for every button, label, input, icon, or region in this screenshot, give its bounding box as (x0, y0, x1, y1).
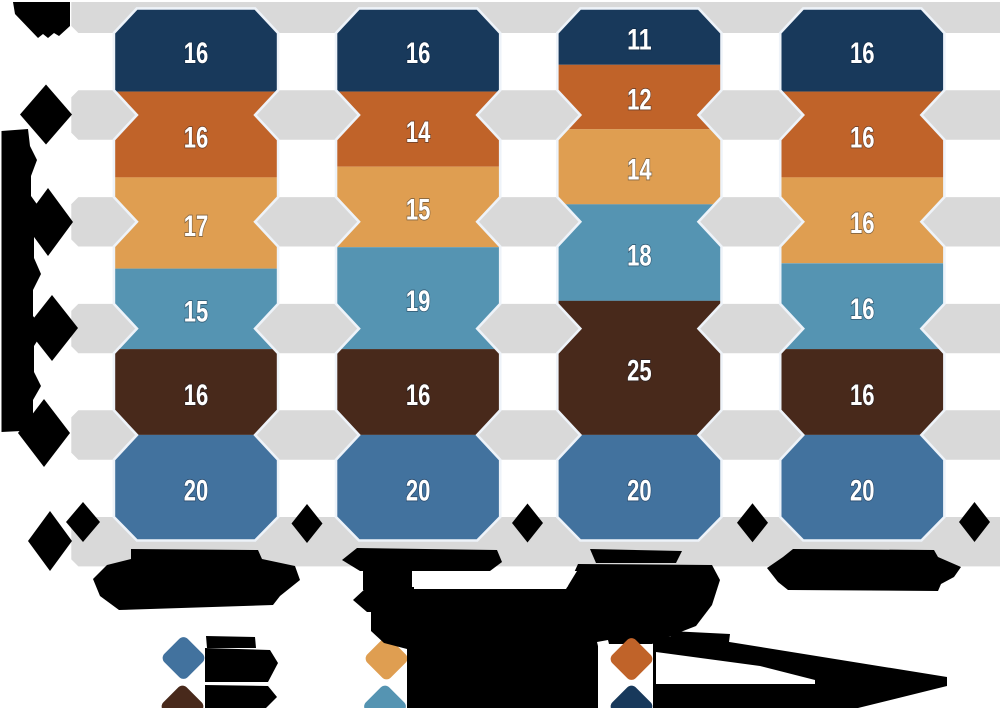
svg-text:19: 19 (406, 285, 431, 318)
svg-text:15: 15 (184, 296, 209, 329)
svg-text:25: 25 (627, 355, 652, 388)
svg-text:16: 16 (850, 293, 875, 326)
svg-text:17: 17 (184, 210, 209, 243)
svg-text:20: 20 (184, 475, 209, 508)
svg-text:18: 18 (627, 239, 652, 272)
svg-text:16: 16 (850, 121, 875, 154)
svg-text:14: 14 (627, 154, 652, 187)
svg-text:15: 15 (406, 194, 431, 227)
svg-text:16: 16 (406, 37, 431, 70)
svg-text:16: 16 (184, 37, 209, 70)
svg-text:20: 20 (627, 475, 652, 508)
svg-text:11: 11 (627, 23, 652, 56)
svg-text:16: 16 (184, 379, 209, 412)
svg-text:16: 16 (850, 207, 875, 240)
svg-text:14: 14 (406, 116, 431, 149)
svg-text:16: 16 (406, 379, 431, 412)
svg-text:12: 12 (627, 84, 652, 117)
svg-text:16: 16 (850, 379, 875, 412)
svg-text:20: 20 (406, 475, 431, 508)
svg-text:16: 16 (184, 121, 209, 154)
svg-text:20: 20 (850, 475, 875, 508)
svg-text:16: 16 (850, 37, 875, 70)
